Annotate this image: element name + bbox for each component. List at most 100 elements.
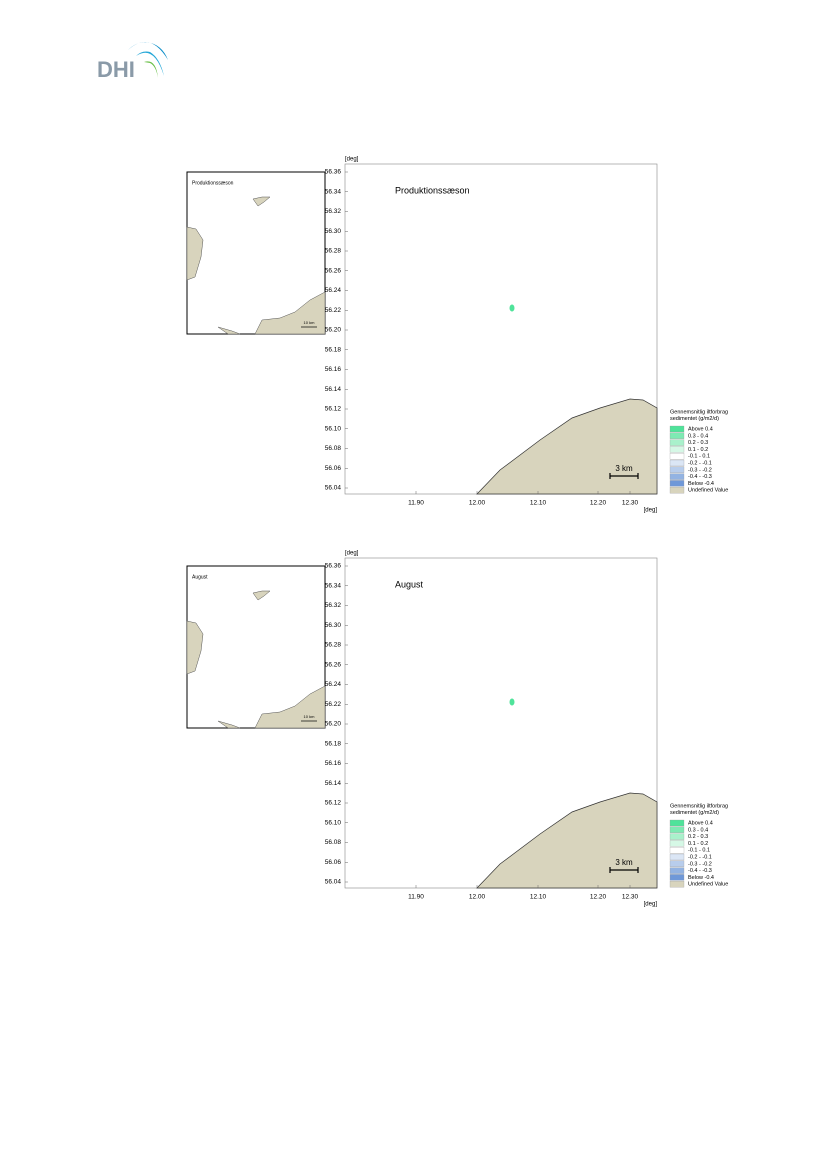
inset-title: Produktionssæson [192, 180, 234, 186]
y-tick-label: 56.08 [325, 445, 342, 452]
legend-swatch [669, 432, 685, 439]
y-tick-label: 56.10 [325, 425, 342, 432]
y-tick-label: 56.34 [325, 582, 342, 589]
x-tick-label: 12.30 [622, 500, 639, 507]
y-tick-label: 56.22 [325, 701, 342, 708]
legend-label: Undefined Value [688, 882, 728, 888]
inset-land [217, 720, 241, 729]
x-tick-label: 12.10 [530, 894, 547, 901]
y-tick-label: 56.24 [325, 681, 342, 688]
y-tick-label: 56.06 [325, 859, 342, 866]
map-title: Produktionssæson [395, 185, 470, 195]
y-tick-label: 56.18 [325, 740, 342, 747]
legend-swatch [669, 439, 685, 446]
x-tick-label: 12.30 [622, 894, 639, 901]
map-title: August [395, 579, 424, 589]
legend-label: -0.2 - -0.1 [688, 460, 712, 466]
legend-label: 0.3 - 0.4 [688, 433, 708, 439]
legend-swatch [669, 819, 685, 827]
inset-land [254, 685, 326, 729]
legend-swatch [669, 840, 685, 847]
y-tick-label: 56.22 [325, 307, 342, 314]
legend-swatch [669, 881, 685, 888]
y-tick-label: 56.20 [325, 721, 342, 728]
inset-land [252, 196, 271, 207]
y-unit: [deg] [345, 551, 359, 557]
legend-label: 0.2 - 0.3 [688, 834, 708, 840]
y-tick-label: 56.32 [325, 208, 342, 215]
y-tick-label: 56.26 [325, 661, 342, 668]
y-tick-label: 56.14 [325, 386, 342, 393]
legend-swatch [669, 847, 685, 854]
legend-title: Gennemsnitlig iltforbrag [670, 803, 728, 809]
x-unit: [deg] [644, 508, 658, 514]
y-tick-label: 56.12 [325, 406, 342, 413]
legend-swatch [669, 826, 685, 833]
legend-label: -0.4 - -0.3 [688, 474, 712, 480]
inset-land [186, 226, 204, 281]
y-tick-label: 56.26 [325, 267, 342, 274]
logo: DHI [97, 42, 168, 82]
plume [509, 698, 515, 706]
x-tick-label: 12.00 [469, 894, 486, 901]
inset-land [252, 590, 271, 601]
legend-swatch [669, 446, 685, 453]
inset-title: August [192, 574, 208, 580]
legend-swatch [669, 425, 685, 433]
legend-label: 0.3 - 0.4 [688, 827, 708, 833]
y-tick-label: 56.32 [325, 602, 342, 609]
legend-swatch [669, 487, 685, 494]
x-tick-label: 11.90 [408, 500, 424, 507]
legend-label: -0.3 - -0.2 [688, 861, 712, 867]
legend-swatch [669, 853, 685, 861]
legend-swatch [669, 874, 685, 881]
legend-label: 0.1 - 0.2 [688, 447, 708, 453]
x-tick-label: 12.20 [590, 894, 607, 901]
y-tick-label: 56.16 [325, 760, 342, 767]
y-tick-label: 56.36 [325, 563, 342, 570]
x-unit: [deg] [644, 902, 658, 908]
y-tick-label: 56.18 [325, 346, 342, 353]
logo-wave [144, 61, 158, 78]
scale-bar [609, 473, 639, 479]
x-tick-label: 12.20 [590, 500, 607, 507]
legend-title: sedimentet (g/m2/d) [670, 810, 719, 816]
map-land [476, 398, 658, 495]
legend-label: 0.1 - 0.2 [688, 841, 708, 847]
y-unit: [deg] [345, 157, 359, 163]
y-tick-label: 56.10 [325, 819, 342, 826]
y-tick-label: 56.04 [325, 879, 342, 886]
x-tick-label: 11.90 [408, 894, 424, 901]
legend-label: -0.1 - 0.1 [688, 454, 710, 460]
y-tick-label: 56.08 [325, 839, 342, 846]
scale-bar [609, 867, 639, 873]
y-tick-label: 56.36 [325, 169, 342, 176]
y-tick-label: 56.16 [325, 366, 342, 373]
legend-label: Above 0.4 [688, 426, 713, 432]
legend-swatch [669, 480, 685, 487]
y-tick-label: 56.14 [325, 780, 342, 787]
scale-label: 3 km [615, 858, 633, 867]
x-tick-label: 12.00 [469, 500, 486, 507]
legend-label: Below -0.4 [688, 481, 714, 487]
x-tick-label: 12.10 [530, 500, 547, 507]
map-land [476, 792, 658, 889]
y-tick-label: 56.28 [325, 642, 342, 649]
plume [509, 304, 515, 312]
legend-label: Undefined Value [688, 488, 728, 494]
y-tick-label: 56.28 [325, 248, 342, 255]
y-tick-label: 56.30 [325, 228, 342, 235]
legend-title: sedimentet (g/m2/d) [670, 416, 719, 422]
legend-swatch [669, 833, 685, 840]
y-tick-label: 56.34 [325, 188, 342, 195]
legend-label: Above 0.4 [688, 820, 713, 826]
legend-label: -0.3 - -0.2 [688, 467, 712, 473]
legend-swatch [669, 466, 685, 473]
inset-scale-label: 10 km [304, 714, 316, 719]
legend-swatch [669, 860, 685, 867]
logo-wave [136, 51, 164, 76]
legend-swatch [669, 453, 685, 460]
